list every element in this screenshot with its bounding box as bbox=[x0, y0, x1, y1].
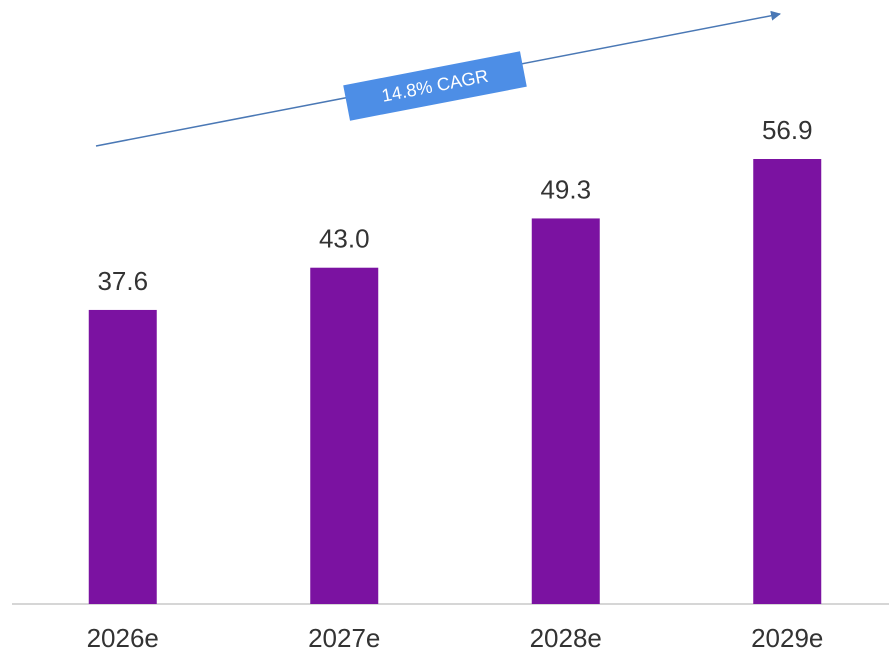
x-tick-label: 2026e bbox=[87, 623, 159, 653]
x-tick-label: 2029e bbox=[751, 623, 823, 653]
value-label: 49.3 bbox=[540, 174, 591, 204]
x-tick-label: 2027e bbox=[308, 623, 380, 653]
bar bbox=[88, 309, 157, 604]
value-label: 56.9 bbox=[762, 115, 813, 145]
cagr-box bbox=[343, 51, 527, 121]
x-tick-label: 2028e bbox=[530, 623, 602, 653]
value-label: 37.6 bbox=[97, 266, 148, 296]
bar bbox=[310, 267, 379, 604]
cagr-label: 14.8% CAGR bbox=[343, 51, 527, 121]
value-label: 43.0 bbox=[319, 224, 370, 254]
bar bbox=[531, 218, 600, 604]
bar bbox=[753, 159, 822, 604]
